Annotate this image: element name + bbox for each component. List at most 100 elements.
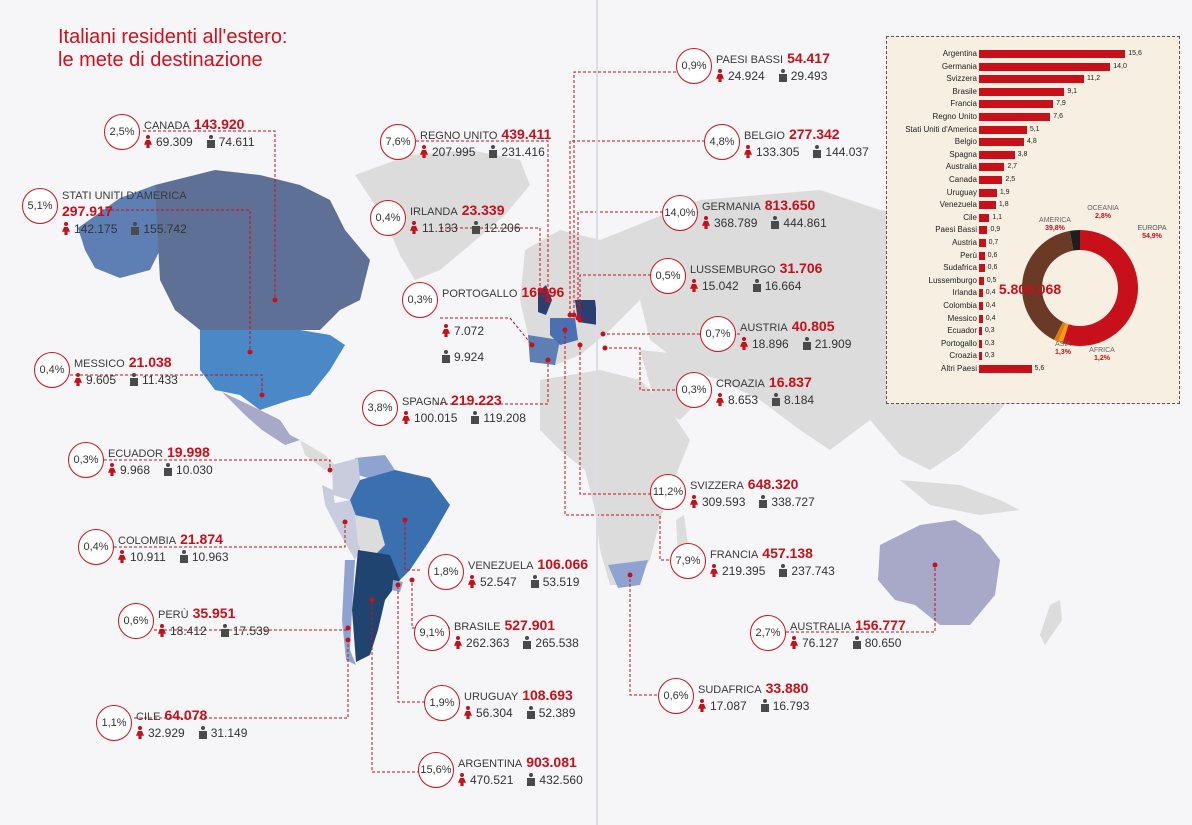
male-person-icon	[442, 350, 450, 363]
female-count: 11.133	[422, 221, 458, 235]
male-count: 231.416	[501, 145, 545, 159]
donut-chart	[1022, 230, 1138, 346]
male-person-icon	[778, 69, 787, 82]
male-person-icon	[527, 773, 536, 786]
female-count: 262.363	[466, 636, 510, 650]
map-greenland	[355, 150, 530, 280]
bar	[979, 352, 982, 361]
male-person-icon	[206, 135, 215, 148]
gender-row: 262.363 265.538	[454, 636, 579, 650]
percent-badge: 0,9%	[676, 48, 712, 84]
bar	[979, 188, 997, 197]
female-person-icon	[458, 773, 466, 786]
country-total: 903.081	[526, 754, 577, 770]
country-name: SPAGNA 219.223	[402, 392, 502, 408]
bar-category-label: Germania	[941, 61, 977, 71]
percent-badge: 5,1%	[22, 188, 58, 224]
country-card-belgio: 4,8% BELGIO 277.342 133.305 144.037	[704, 124, 924, 184]
bar	[979, 138, 1024, 147]
female-person-icon	[698, 699, 706, 712]
gender-row: 133.305 144.037	[744, 145, 869, 159]
country-label: FRANCIA	[710, 549, 759, 561]
male-person-icon	[526, 706, 535, 719]
male-count: 52.389	[538, 706, 576, 720]
country-total: 439.411	[501, 126, 552, 142]
bar	[979, 213, 990, 222]
percent-badge: 2,5%	[104, 114, 140, 150]
country-name: STATI UNITI D'AMERICA 297.917	[62, 190, 187, 219]
title-line-1: Italiani residenti all'estero:	[58, 26, 288, 48]
gender-row: 32.929 31.149	[136, 726, 247, 740]
donut-slice-america	[1022, 230, 1074, 340]
male-person-icon	[523, 636, 532, 649]
country-label: ECUADOR	[108, 448, 164, 460]
bar-category-label: Spagna	[949, 149, 977, 159]
bar-value-label: 0,3	[984, 352, 995, 360]
gender-row: 15.042 16.664	[690, 279, 801, 293]
country-name: COLOMBIA 21.874	[118, 531, 223, 547]
female-count: 207.995	[432, 145, 476, 159]
female-person-icon	[716, 69, 724, 82]
donut-slice-value: 39,8%	[1045, 225, 1065, 232]
bar-value-label: 3,8	[1017, 150, 1028, 158]
country-label: CROAZIA	[716, 378, 765, 390]
country-label: PORTOGALLO	[442, 288, 518, 300]
country-total: 31.706	[779, 260, 823, 276]
country-card-stati-uniti-d-america: 5,1% STATI UNITI D'AMERICA 297.917 142.175 1…	[22, 188, 242, 248]
female-person-icon	[118, 550, 126, 563]
gender-row: 56.304 52.389	[464, 706, 575, 720]
bar-category-label: Belgio	[954, 137, 977, 147]
donut-total: 5.806.068	[998, 281, 1062, 297]
male-person-icon	[802, 337, 811, 350]
country-name: ARGENTINA 903.081	[458, 754, 577, 770]
bar	[979, 302, 983, 310]
bar-value-label: 2,5	[1005, 176, 1016, 183]
map-alaska	[78, 185, 160, 278]
country-total: 527.901	[504, 617, 556, 633]
female-person-icon	[136, 726, 144, 739]
bar	[979, 365, 1032, 373]
map-uk	[538, 285, 552, 315]
male-count: 17.539	[232, 624, 270, 638]
percent-badge: 7,6%	[380, 124, 416, 160]
female-person-icon	[108, 463, 116, 476]
donut-slice-name: AMERICA	[1039, 217, 1071, 224]
country-label: BRASILE	[454, 621, 501, 633]
gender-row: 18.412 17.539	[158, 624, 269, 638]
map-mexico	[222, 392, 300, 445]
country-label: COLOMBIA	[118, 535, 177, 547]
percent-badge: 14,0%	[662, 195, 698, 231]
male-count: 338.727	[771, 495, 815, 509]
page-title: Italiani residenti all'estero: le mete d…	[58, 26, 288, 72]
donut-label-oceania: OCEANIA 2,8%	[1073, 205, 1133, 221]
bar	[979, 226, 988, 235]
male-count: 10.030	[176, 463, 213, 477]
bar	[979, 339, 982, 348]
male-count: 16.793	[772, 699, 810, 713]
male-person-icon	[471, 221, 480, 234]
male-count: 80.650	[864, 636, 902, 650]
map-africa	[540, 370, 690, 585]
country-card-per: 0,6% PERÙ 35.951 18.412 17.539	[118, 603, 338, 663]
country-name: LUSSEMBURGO 31.706	[690, 260, 822, 276]
male-person-icon	[164, 463, 173, 476]
percent-badge: 11,2%	[650, 474, 686, 510]
male-count: 444.861	[783, 216, 827, 230]
bar-value-label: 2,7	[1007, 163, 1018, 171]
country-card-germania: 14,0% GERMANIA 813.650 368.789 444.861	[662, 195, 882, 255]
bar-category-label: Argentina	[942, 49, 977, 58]
female-person-icon	[144, 135, 152, 148]
bar	[979, 239, 986, 247]
bar	[979, 327, 982, 336]
bar-value-label: 0,4	[985, 314, 996, 322]
male-count: 8.184	[784, 393, 815, 407]
bar	[979, 289, 983, 298]
female-count: 32.929	[148, 726, 185, 740]
percent-badge: 0,4%	[78, 529, 114, 565]
percent-badge: 0,6%	[118, 603, 154, 639]
donut-label-asia: ASIA 1,3%	[1033, 341, 1093, 357]
male-count: 144.037	[825, 145, 869, 159]
male-count: 21.909	[814, 337, 852, 351]
bar-category-label: Venezuela	[939, 200, 977, 210]
female-person-icon	[740, 337, 748, 350]
